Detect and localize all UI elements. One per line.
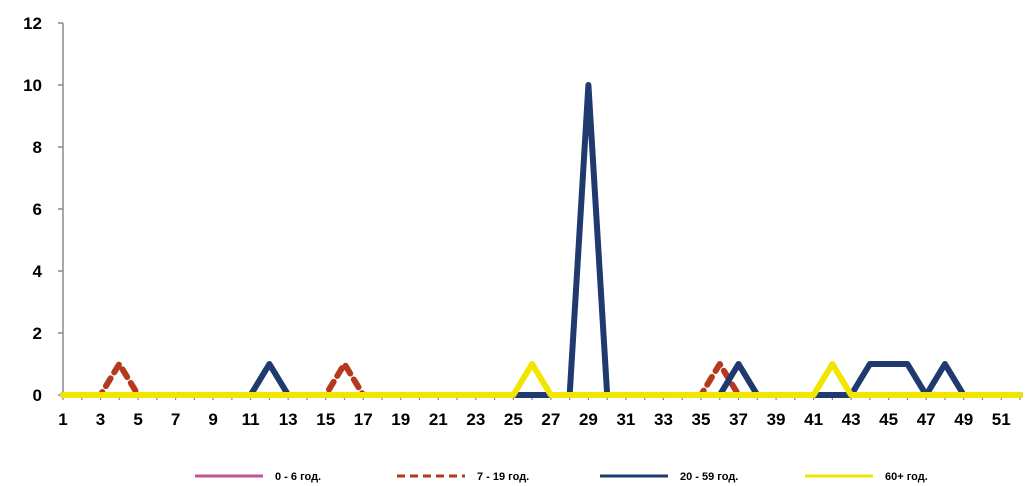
x-tick-label: 5	[133, 410, 142, 429]
x-tick-label: 51	[992, 410, 1011, 429]
x-tick-label: 27	[541, 410, 560, 429]
y-tick-label: 2	[33, 324, 42, 343]
legend-label-2: 20 - 59 год.	[680, 471, 738, 483]
chart-series-lines	[60, 82, 1023, 398]
x-tick-label: 45	[879, 410, 898, 429]
x-tick-label: 3	[96, 410, 105, 429]
x-tick-label: 29	[579, 410, 598, 429]
y-tick-label: 0	[33, 386, 42, 405]
chart-axes	[62, 23, 1020, 396]
legend-label-0: 0 - 6 год.	[275, 471, 321, 483]
y-tick-label: 6	[33, 200, 42, 219]
x-tick-label: 17	[354, 410, 373, 429]
y-tick-label: 8	[33, 138, 42, 157]
x-tick-label: 49	[954, 410, 973, 429]
x-tick-label: 31	[616, 410, 635, 429]
x-tick-label: 47	[917, 410, 936, 429]
x-tick-label: 25	[504, 410, 523, 429]
x-tick-label: 11	[242, 410, 260, 429]
x-tick-label: 35	[692, 410, 711, 429]
x-tick-label: 41	[804, 410, 823, 429]
y-tick-label: 12	[23, 14, 42, 33]
x-tick-label: 21	[429, 410, 448, 429]
x-tick-label: 43	[842, 410, 861, 429]
series-line-3	[60, 361, 1023, 398]
x-tick-label: 33	[654, 410, 673, 429]
series-line-2	[60, 82, 1023, 398]
x-tick-label: 7	[171, 410, 180, 429]
y-axis-ticks: 0 2 4 6 8 10 12	[23, 14, 63, 405]
x-tick-label: 23	[466, 410, 485, 429]
x-tick-label: 39	[767, 410, 786, 429]
x-tick-label: 15	[316, 410, 335, 429]
x-tick-label: 19	[391, 410, 410, 429]
y-tick-label: 10	[23, 76, 42, 95]
x-tick-label: 9	[208, 410, 217, 429]
legend-label-1: 7 - 19 год.	[477, 471, 529, 483]
x-tick-label: 13	[279, 410, 298, 429]
x-tick-label: 1	[58, 410, 67, 429]
y-tick-label: 4	[33, 262, 43, 281]
x-axis-ticks: 1 3 5 7 9 11 13 15 17 19 21 23 25 27 29 31 33 35 37 39 41 43 4…	[58, 395, 1021, 429]
chart-legend: 0 - 6 год. 7 - 19 год. 20 - 59 год. 60+ год…	[195, 471, 928, 483]
x-tick-label: 37	[729, 410, 748, 429]
legend-label-3: 60+ год.	[885, 471, 928, 483]
